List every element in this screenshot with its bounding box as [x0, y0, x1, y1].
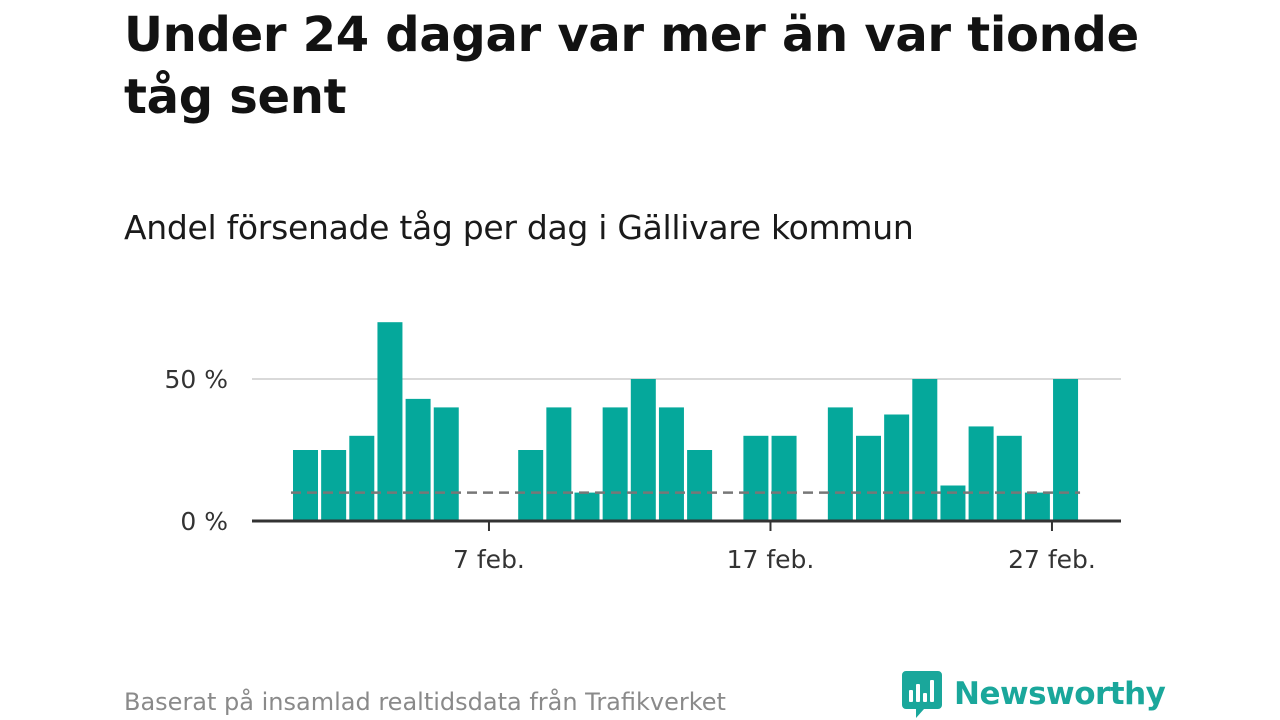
brand-logo: Newsworthy: [902, 668, 1166, 720]
y-tick-label: 0 %: [180, 507, 228, 536]
bar: [293, 450, 318, 521]
bar: [743, 435, 769, 521]
bar: [546, 407, 572, 521]
bar: [771, 435, 797, 521]
bar: [940, 485, 966, 521]
bar: [658, 407, 684, 521]
bar: [912, 379, 938, 521]
bar: [349, 435, 375, 521]
bar: [433, 407, 459, 521]
headline: Under 24 dagar var mer än var tionde tåg…: [124, 7, 1139, 125]
x-tick-label: 7 feb.: [453, 545, 525, 574]
x-axis-ticks: 7 feb. 17 feb. 27 feb.: [453, 521, 1096, 574]
chart-subtitle: Andel försenade tåg per dag i Gällivare …: [124, 208, 914, 247]
bar: [1024, 492, 1050, 521]
x-tick-label: 17 feb.: [727, 545, 815, 574]
brand-name: Newsworthy: [954, 676, 1166, 712]
bar: [518, 450, 544, 521]
bar: [574, 492, 600, 521]
bar: [827, 407, 853, 521]
bar: [405, 398, 431, 521]
bar: [321, 450, 347, 521]
bars: [293, 322, 1079, 521]
bar: [1053, 379, 1079, 521]
y-tick-label: 50 %: [164, 365, 228, 394]
bar: [630, 379, 656, 521]
bar: [602, 407, 628, 521]
bar: [968, 426, 994, 521]
bar: [996, 435, 1022, 521]
source-note: Baserat på insamlad realtidsdata från Tr…: [124, 688, 726, 716]
x-tick-label: 27 feb.: [1008, 545, 1096, 574]
newsworthy-logo-icon: [902, 671, 942, 718]
y-axis-ticks: 0 % 50 %: [164, 365, 228, 536]
bar: [687, 450, 713, 521]
bar: [377, 322, 403, 521]
bar: [884, 414, 910, 521]
bar: [856, 435, 881, 521]
